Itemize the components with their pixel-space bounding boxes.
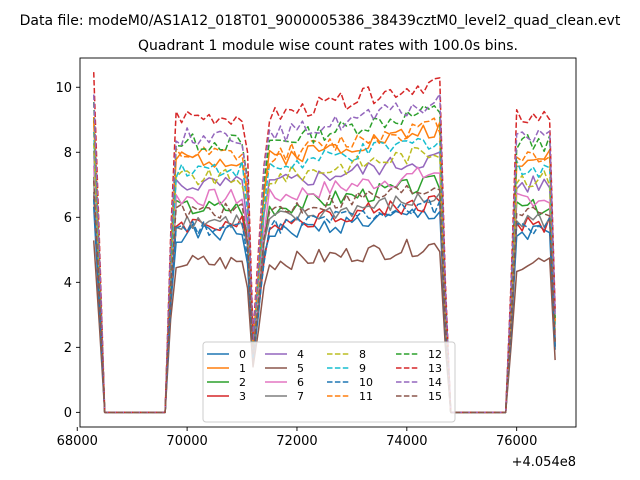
legend-label-11: 11	[359, 390, 373, 403]
series-line-14	[92, 93, 556, 414]
x-tick-label: 70000	[166, 434, 207, 449]
x-axis: 68000 70000 72000 74000 76000	[57, 427, 537, 449]
y-tick-label: 4	[64, 276, 72, 291]
y-tick-label: 6	[64, 211, 72, 226]
x-tick-label: 76000	[496, 434, 537, 449]
legend-label-4: 4	[297, 348, 304, 361]
y-axis: 0 2 4 6 8 10	[55, 81, 80, 421]
x-axis-offset-label: +4.054e8	[512, 455, 576, 470]
y-tick-label: 2	[64, 341, 72, 356]
legend-label-6: 6	[297, 376, 304, 389]
legend-label-2: 2	[239, 376, 246, 389]
legend-label-14: 14	[428, 376, 442, 389]
y-tick-label: 10	[55, 81, 72, 96]
legend-label-1: 1	[239, 362, 246, 375]
legend-label-15: 15	[428, 390, 442, 403]
x-tick-label: 68000	[57, 434, 98, 449]
legend-label-8: 8	[359, 348, 366, 361]
legend-label-9: 9	[359, 362, 366, 375]
x-tick-label: 72000	[276, 434, 317, 449]
legend-label-10: 10	[359, 376, 373, 389]
legend-label-5: 5	[297, 362, 304, 375]
figure-suptitle: Data file: modeM0/AS1A12_018T01_90000053…	[20, 13, 621, 29]
legend-label-13: 13	[428, 362, 442, 375]
legend-label-7: 7	[297, 390, 304, 403]
series-line-15	[92, 180, 556, 414]
y-tick-label: 0	[64, 406, 72, 421]
y-tick-label: 8	[64, 146, 72, 161]
legend-label-0: 0	[239, 348, 246, 361]
legend-label-3: 3	[239, 390, 246, 403]
plot-frame	[79, 57, 577, 428]
series-line-10	[92, 197, 556, 414]
legend-label-12: 12	[428, 348, 442, 361]
x-tick-label: 74000	[386, 434, 427, 449]
series-layer	[92, 72, 556, 414]
chart-title: Quadrant 1 module wise count rates with …	[138, 38, 518, 54]
